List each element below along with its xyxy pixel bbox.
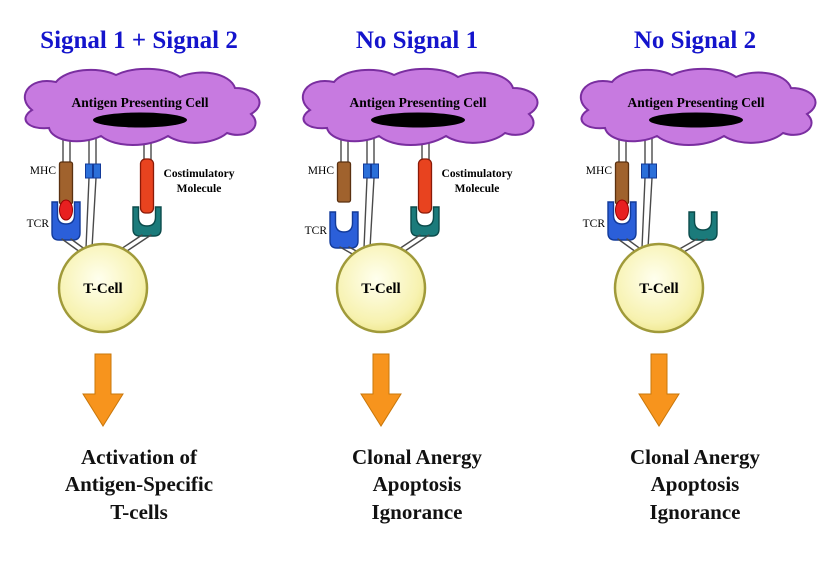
outcome-line: Antigen-Specific	[64, 472, 214, 497]
outcome-text: Activation of Antigen-Specific T-cells	[65, 444, 213, 526]
outcome-line: Activation of	[80, 445, 198, 469]
apc-blob	[23, 67, 261, 146]
mhc-label: MHC	[30, 165, 57, 177]
cell-diagram: Antigen Presenting Cell T-Cell MHC TCR	[579, 67, 817, 334]
apc-label: Antigen Presenting Cell	[628, 95, 765, 110]
tcell-label: T-Cell	[361, 281, 400, 297]
panel-title: No Signal 2	[633, 27, 757, 54]
outcome-text: Clonal Anergy Apoptosis Ignorance	[352, 444, 482, 526]
coreceptor-square	[85, 163, 93, 179]
coreceptor-square	[641, 163, 649, 179]
tcr-receptor	[329, 211, 359, 249]
panel-no-signal1: No Signal 1 Antigen Presenting Cell	[278, 18, 556, 571]
costim-label-line1: Costimulatory	[442, 168, 513, 180]
coreceptor-square	[93, 163, 101, 179]
outcome-line: Apoptosis	[650, 472, 740, 497]
apc-blob	[579, 67, 817, 146]
apc-nucleus	[371, 112, 465, 128]
panel-signal1-signal2: Signal 1 + Signal 2 A	[0, 18, 278, 571]
apc-nucleus	[649, 112, 743, 128]
panel-title: Signal 1 + Signal 2	[40, 27, 238, 54]
outcome-text: Clonal Anergy Apoptosis Ignorance	[630, 444, 760, 526]
costimulatory-molecule	[139, 158, 155, 214]
outcome-arrow	[278, 352, 556, 430]
tcr-label: TCR	[27, 218, 50, 230]
tcell-label: T-Cell	[83, 281, 122, 297]
cd28-receptor	[688, 211, 718, 241]
antigen-peptide	[59, 199, 73, 221]
cd28-receptor	[132, 206, 162, 237]
tcr-label: TCR	[583, 218, 606, 230]
apc-label: Antigen Presenting Cell	[350, 95, 487, 110]
apc-stalks	[618, 121, 653, 249]
coreceptor-square	[371, 163, 379, 179]
panel-no-signal2: No Signal 2 Antigen Presenting Cell	[556, 18, 834, 571]
tcell-body	[613, 242, 705, 334]
outcome-line: Clonal Anergy	[629, 445, 761, 469]
outcome-line: Ignorance	[371, 499, 463, 524]
outcome-line: T-cells	[110, 499, 168, 524]
cell-diagram: Antigen Presenting Cell T-Cell MHC TCR C…	[301, 67, 539, 334]
mhc-label: MHC	[586, 165, 613, 177]
outcome-arrow	[556, 352, 834, 430]
mhc-molecule	[614, 161, 630, 205]
outcome-line: Clonal Anergy	[351, 445, 483, 469]
coreceptor-square	[363, 163, 371, 179]
down-arrow-shape	[638, 353, 680, 427]
down-arrow-shape	[360, 353, 402, 427]
down-arrow-shape	[82, 353, 124, 427]
costim-label-line2: Molecule	[455, 183, 500, 195]
outcome-arrow	[0, 352, 278, 430]
antigen-peptide	[615, 199, 629, 221]
mhc-label: MHC	[308, 165, 335, 177]
mhc-molecule	[58, 161, 74, 205]
costimulatory-molecule	[417, 158, 433, 214]
tcell-body	[57, 242, 149, 334]
tcr-receptor	[607, 201, 637, 241]
coreceptor-square	[649, 163, 657, 179]
cell-diagram: Antigen Presenting Cell T-Cell MHC TCR C…	[23, 67, 261, 334]
tcell-body	[335, 242, 427, 334]
outcome-line: Ignorance	[649, 499, 741, 524]
cd28-receptor	[410, 206, 440, 237]
costim-label-line2: Molecule	[177, 183, 222, 195]
apc-nucleus	[93, 112, 187, 128]
apc-label: Antigen Presenting Cell	[72, 95, 209, 110]
tcell-label: T-Cell	[639, 281, 678, 297]
costim-label-line1: Costimulatory	[164, 168, 235, 180]
apc-blob	[301, 67, 539, 146]
tcr-receptor	[51, 201, 81, 241]
outcome-line: Apoptosis	[372, 472, 462, 497]
mhc-molecule	[336, 161, 352, 203]
panel-title: No Signal 1	[355, 27, 479, 54]
tcr-label: TCR	[305, 225, 328, 237]
